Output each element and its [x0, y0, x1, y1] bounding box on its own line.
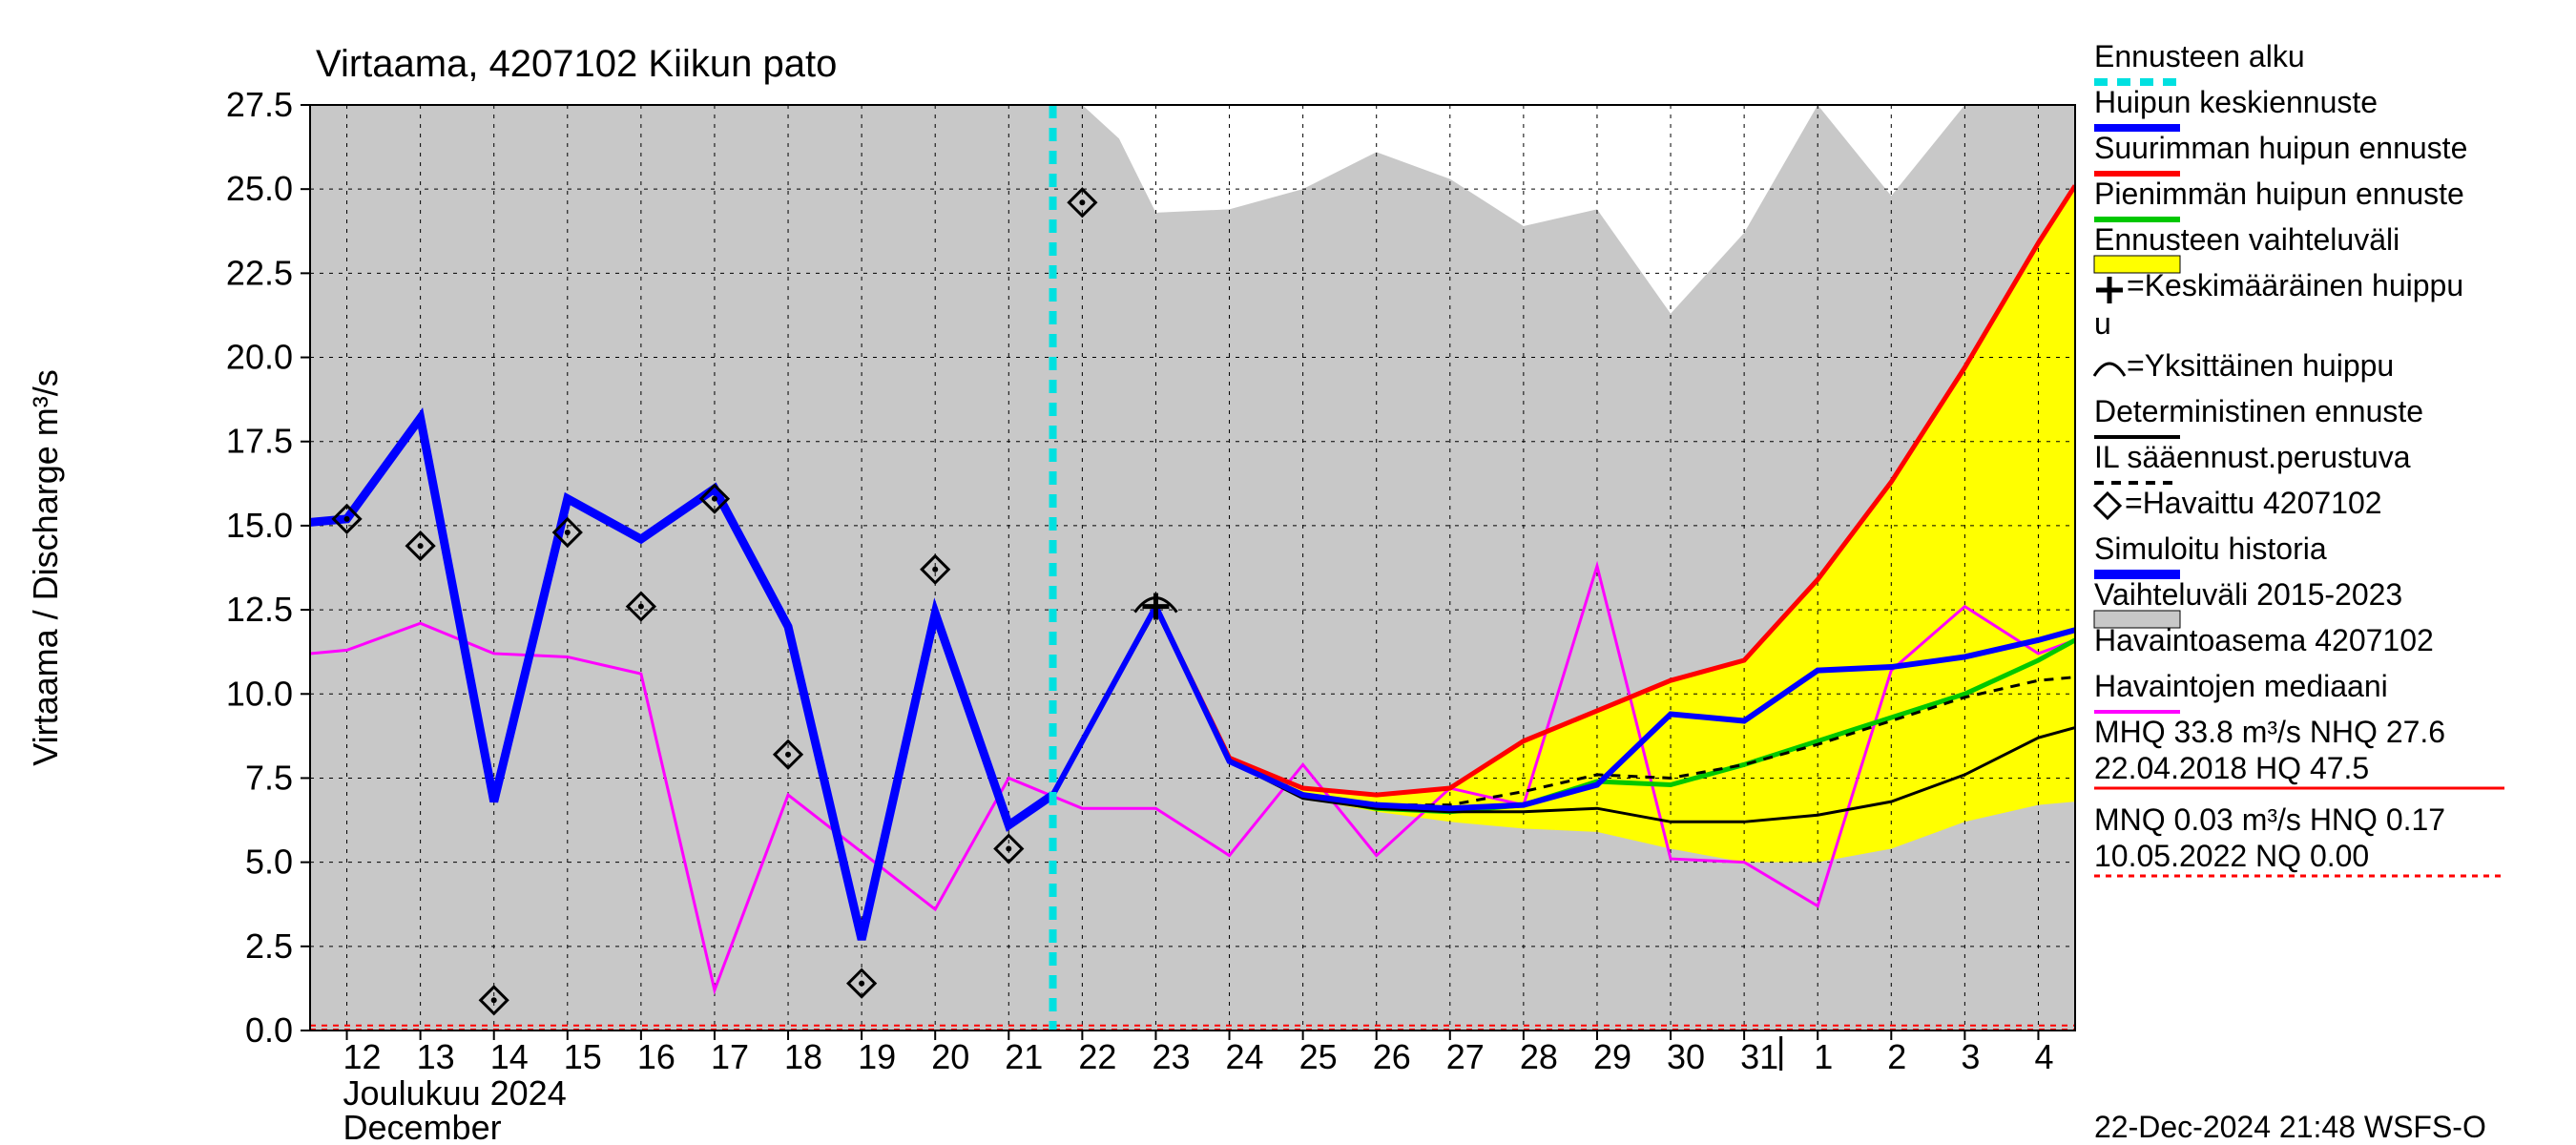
observation-marker-dot: [638, 604, 644, 610]
legend-item: Simuloitu historia: [2094, 531, 2327, 574]
x-tick-label: 21: [1005, 1037, 1043, 1076]
chart-title: Virtaama, 4207102 Kiikun pato: [316, 43, 837, 85]
svg-text:MHQ 33.8 m³/s NHQ 27.6: MHQ 33.8 m³/s NHQ 27.6: [2094, 715, 2445, 749]
svg-text:MNQ 0.03 m³/s HNQ 0.17: MNQ 0.03 m³/s HNQ 0.17: [2094, 802, 2445, 837]
svg-text:IL sääennust.perustuva: IL sääennust.perustuva: [2094, 440, 2411, 474]
x-tick-label: 13: [417, 1037, 455, 1076]
x-tick-label: 14: [490, 1037, 529, 1076]
x-month-label-en: December: [343, 1108, 502, 1145]
legend-item: =Yksittäinen huippu: [2094, 348, 2394, 383]
chart-container: { "title": "Virtaama, 4207102 Kiikun pat…: [0, 0, 2576, 1145]
x-tick-label: 26: [1373, 1037, 1411, 1076]
svg-text:Vaihteluväli 2015-2023: Vaihteluväli 2015-2023: [2094, 577, 2402, 612]
x-tick-label: 1: [1814, 1037, 1833, 1076]
svg-text:Havaintojen mediaani: Havaintojen mediaani: [2094, 669, 2388, 703]
x-tick-label: 23: [1152, 1037, 1190, 1076]
x-tick-label: 20: [931, 1037, 969, 1076]
y-tick-label: 2.5: [245, 926, 293, 966]
x-tick-label: 2: [1887, 1037, 1906, 1076]
legend-item: Pienimmän huipun ennuste: [2094, 177, 2464, 219]
x-tick-label: 15: [564, 1037, 602, 1076]
legend-item: Huipun keskiennuste: [2094, 85, 2378, 128]
y-tick-label: 27.5: [226, 85, 293, 124]
legend-item: Vaihteluväli 2015-2023 Havaintoasema 420…: [2094, 577, 2434, 657]
observation-marker-dot: [565, 530, 571, 535]
x-tick-label: 12: [343, 1037, 382, 1076]
legend-item: Suurimman huipun ennuste: [2094, 131, 2467, 174]
legend-item: Havaintojen mediaani: [2094, 669, 2388, 712]
svg-text:=Havaittu 4207102: =Havaittu 4207102: [2125, 486, 2382, 520]
svg-text:Huipun keskiennuste: Huipun keskiennuste: [2094, 85, 2378, 119]
observation-marker-dot: [932, 567, 938, 572]
y-tick-label: 5.0: [245, 843, 293, 882]
x-tick-label: 17: [711, 1037, 749, 1076]
x-tick-label: 27: [1446, 1037, 1485, 1076]
svg-text:=Keskimääräinen huippu: =Keskimääräinen huippu: [2127, 268, 2463, 302]
svg-text:10.05.2022 NQ 0.00: 10.05.2022 NQ 0.00: [2094, 839, 2369, 873]
observation-marker-dot: [491, 997, 497, 1003]
svg-text:Ennusteen alku: Ennusteen alku: [2094, 39, 2305, 73]
x-tick-label: 30: [1667, 1037, 1705, 1076]
svg-text:Pienimmän huipun ennuste: Pienimmän huipun ennuste: [2094, 177, 2464, 211]
svg-text:Suurimman huipun ennuste: Suurimman huipun ennuste: [2094, 131, 2467, 165]
y-tick-label: 15.0: [226, 506, 293, 545]
y-tick-label: 7.5: [245, 758, 293, 797]
x-tick-label: 29: [1593, 1037, 1631, 1076]
svg-text:Ennusteen vaihteluväli: Ennusteen vaihteluväli: [2094, 222, 2399, 257]
legend-item: Deterministinen ennuste: [2094, 394, 2423, 437]
x-tick-label: 16: [637, 1037, 675, 1076]
legend-item: MNQ 0.03 m³/s HNQ 0.1710.05.2022 NQ 0.00: [2094, 802, 2504, 876]
observation-marker-dot: [712, 496, 717, 502]
x-month-label-fi: Joulukuu 2024: [343, 1073, 567, 1113]
y-tick-label: 25.0: [226, 169, 293, 208]
y-tick-label: 17.5: [226, 422, 293, 461]
x-tick-label: 19: [858, 1037, 896, 1076]
svg-text:Simuloitu historia: Simuloitu historia: [2094, 531, 2327, 566]
observation-marker-dot: [1079, 199, 1085, 205]
y-axis-label: Virtaama / Discharge m³/s: [26, 369, 65, 765]
svg-text:22.04.2018 HQ 47.5: 22.04.2018 HQ 47.5: [2094, 751, 2369, 785]
legend-item: Ennusteen alku: [2094, 39, 2305, 82]
legend-item: Ennusteen vaihteluväli: [2094, 222, 2399, 273]
x-tick-label: 25: [1299, 1037, 1338, 1076]
legend-item: IL sääennust.perustuva: [2094, 440, 2411, 483]
observation-marker-dot: [1006, 846, 1011, 852]
y-tick-label: 0.0: [245, 1010, 293, 1050]
svg-text:Havaintoasema 4207102: Havaintoasema 4207102: [2094, 623, 2434, 657]
y-tick-label: 10.0: [226, 674, 293, 713]
history-range-fill: [310, 105, 2075, 1030]
svg-text:Deterministinen ennuste: Deterministinen ennuste: [2094, 394, 2423, 428]
legend-item: =Keskimääräinen huippu u: [2094, 268, 2463, 341]
observation-marker-dot: [785, 752, 791, 758]
footer-timestamp: 22-Dec-2024 21:48 WSFS-O: [2094, 1110, 2486, 1144]
y-tick-label: 20.0: [226, 338, 293, 377]
x-tick-label: 22: [1078, 1037, 1116, 1076]
y-tick-label: 22.5: [226, 253, 293, 292]
svg-text:u: u: [2094, 306, 2111, 341]
y-tick-label: 12.5: [226, 590, 293, 629]
x-tick-label: 4: [2034, 1037, 2053, 1076]
x-tick-label: 3: [1961, 1037, 1980, 1076]
observation-marker-dot: [859, 981, 864, 987]
observation-marker-dot: [418, 543, 424, 549]
chart-svg: 0.0 2.5 5.0 7.5 10.0 12.5 15.0 17.5 20.0 22.5 25.0…: [0, 0, 2576, 1145]
svg-text:=Yksittäinen huippu: =Yksittäinen huippu: [2127, 348, 2394, 383]
x-tick-label: 31: [1740, 1037, 1778, 1076]
legend-item: MHQ 33.8 m³/s NHQ 27.622.04.2018 HQ 47.5: [2094, 715, 2504, 788]
x-tick-label: 28: [1520, 1037, 1558, 1076]
x-tick-label: 18: [784, 1037, 822, 1076]
legend-item: =Havaittu 4207102: [2095, 486, 2382, 520]
x-tick-label: 24: [1226, 1037, 1264, 1076]
observation-marker-dot: [344, 516, 350, 522]
